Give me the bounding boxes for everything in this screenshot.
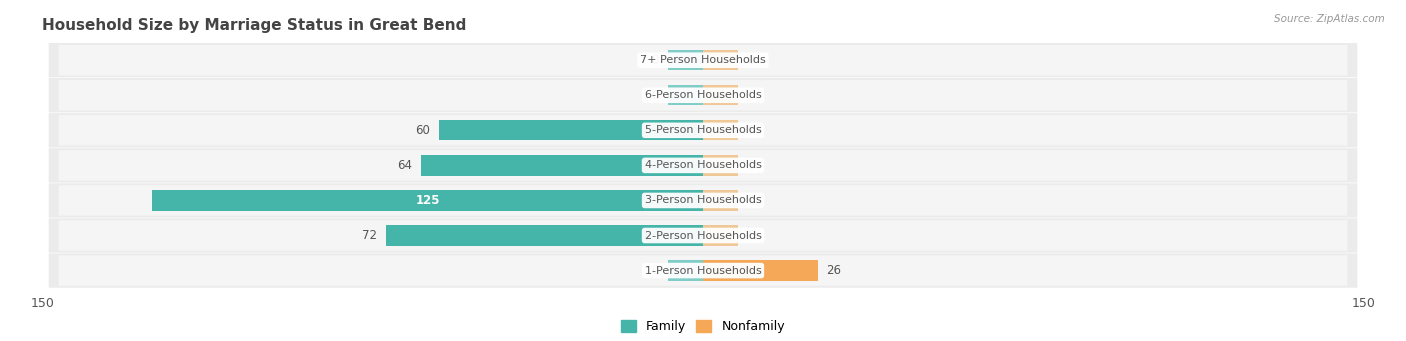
FancyBboxPatch shape	[49, 148, 1357, 182]
FancyBboxPatch shape	[59, 255, 1347, 286]
Text: 0: 0	[651, 264, 659, 277]
Bar	[668, 261, 703, 281]
Bar	[152, 190, 703, 211]
Text: 60: 60	[415, 124, 430, 137]
Text: 0: 0	[747, 89, 755, 102]
Text: 2-Person Households: 2-Person Households	[644, 231, 762, 240]
Bar	[668, 85, 703, 105]
Bar	[420, 155, 703, 176]
Text: 3-Person Households: 3-Person Households	[644, 195, 762, 205]
Text: 4-Person Households: 4-Person Households	[644, 160, 762, 170]
FancyBboxPatch shape	[49, 183, 1357, 218]
Text: 0: 0	[747, 159, 755, 172]
Bar	[385, 225, 703, 246]
Text: Household Size by Marriage Status in Great Bend: Household Size by Marriage Status in Gre…	[42, 18, 467, 33]
Text: 0: 0	[747, 124, 755, 137]
FancyBboxPatch shape	[59, 185, 1347, 216]
Bar	[703, 85, 738, 105]
Bar	[703, 261, 817, 281]
Bar	[703, 225, 738, 246]
Text: 0: 0	[747, 229, 755, 242]
Text: 125: 125	[415, 194, 440, 207]
Text: 0: 0	[747, 54, 755, 67]
Text: 0: 0	[651, 89, 659, 102]
Text: 6-Person Households: 6-Person Households	[644, 90, 762, 100]
Text: 0: 0	[747, 194, 755, 207]
Text: 72: 72	[361, 229, 377, 242]
FancyBboxPatch shape	[59, 220, 1347, 251]
FancyBboxPatch shape	[59, 80, 1347, 110]
Text: 5-Person Households: 5-Person Households	[644, 125, 762, 135]
Text: 0: 0	[651, 54, 659, 67]
Text: Source: ZipAtlas.com: Source: ZipAtlas.com	[1274, 14, 1385, 24]
Bar	[703, 50, 738, 70]
Legend: Family, Nonfamily: Family, Nonfamily	[616, 315, 790, 338]
FancyBboxPatch shape	[49, 218, 1357, 253]
FancyBboxPatch shape	[49, 43, 1357, 77]
Text: 64: 64	[398, 159, 412, 172]
FancyBboxPatch shape	[59, 45, 1347, 75]
FancyBboxPatch shape	[49, 113, 1357, 148]
Text: 1-Person Households: 1-Person Households	[644, 266, 762, 276]
Text: 7+ Person Households: 7+ Person Households	[640, 55, 766, 65]
Bar	[703, 155, 738, 176]
Bar	[703, 120, 738, 140]
Text: 26: 26	[827, 264, 841, 277]
FancyBboxPatch shape	[59, 150, 1347, 181]
Bar	[439, 120, 703, 140]
FancyBboxPatch shape	[49, 253, 1357, 288]
FancyBboxPatch shape	[59, 115, 1347, 146]
Bar	[703, 190, 738, 211]
Bar	[668, 50, 703, 70]
FancyBboxPatch shape	[49, 78, 1357, 113]
